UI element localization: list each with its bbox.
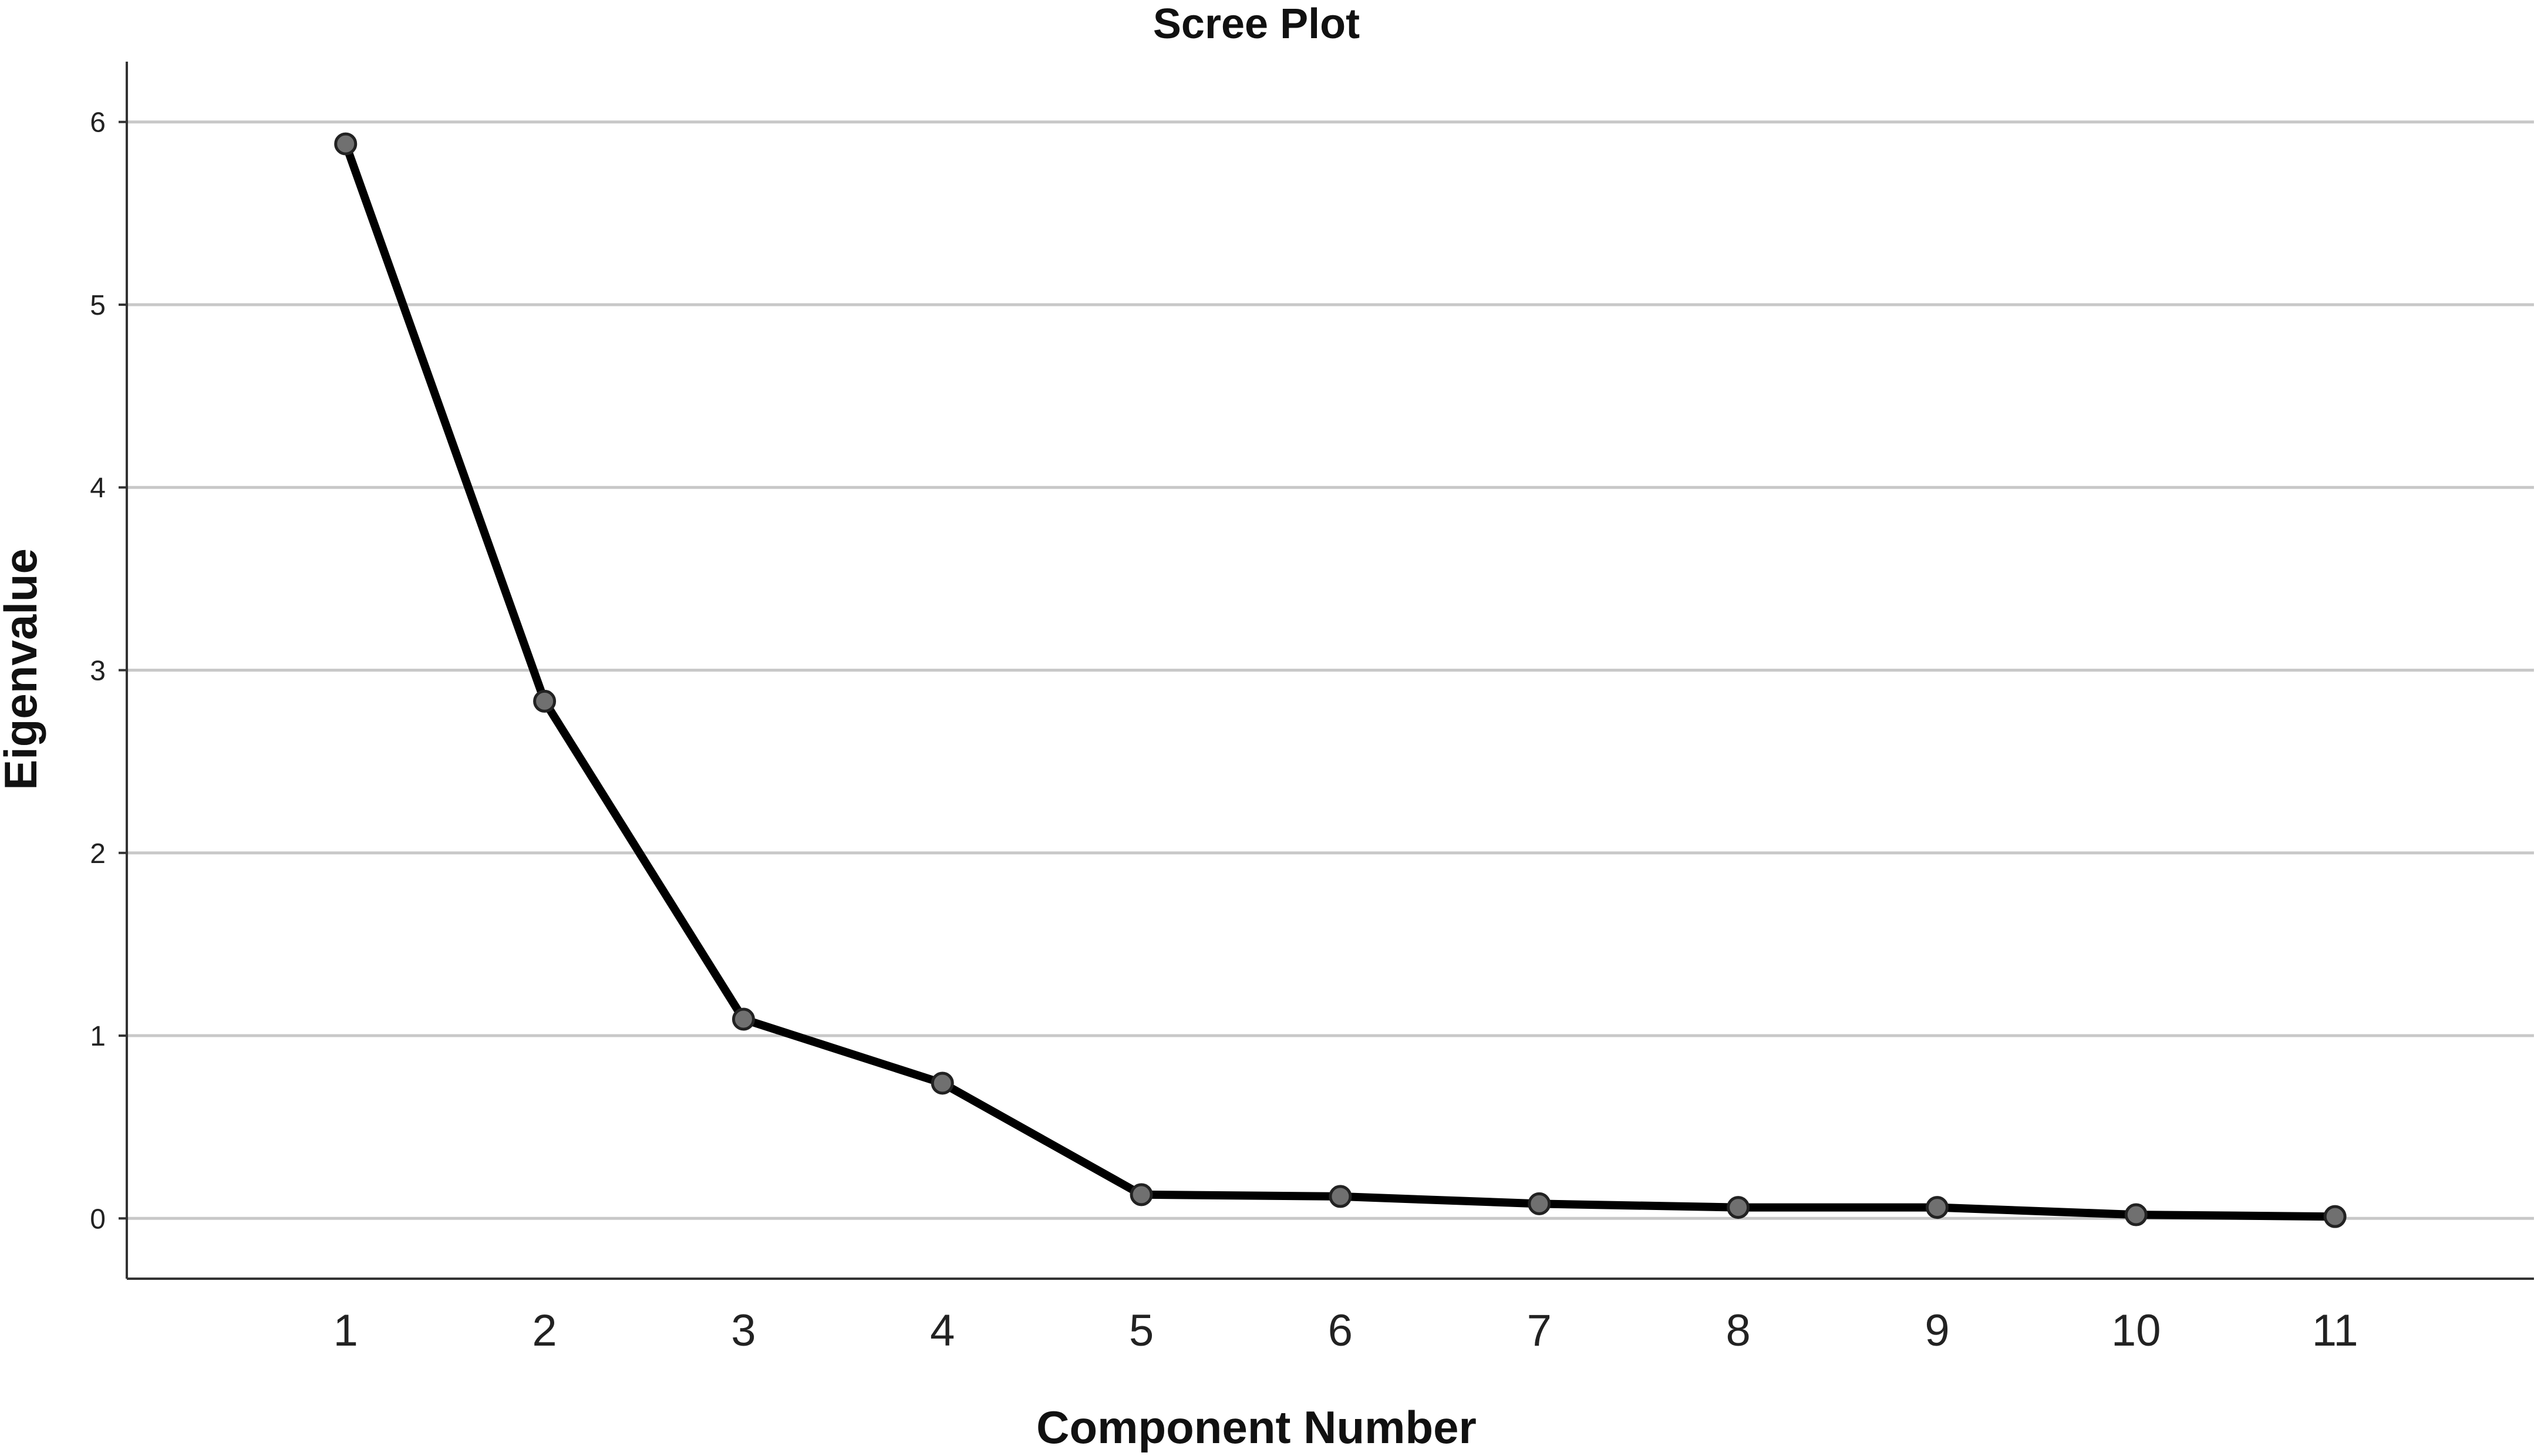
data-point-component-11 [2323, 1205, 2347, 1228]
x-axis-title: Component Number [1036, 1401, 1477, 1453]
y-tick-label: 5 [90, 290, 106, 321]
y-tick-label: 3 [90, 656, 106, 687]
data-point-component-4 [931, 1071, 954, 1095]
data-point-component-10 [2124, 1203, 2148, 1226]
data-point-component-6 [1329, 1185, 1352, 1208]
data-point-component-7 [1528, 1192, 1551, 1215]
y-tick-label: 2 [90, 838, 106, 869]
x-tick-label: 3 [731, 1306, 756, 1356]
y-tick-label: 4 [90, 473, 106, 504]
gridlines [127, 120, 2534, 1220]
x-tick-label: 7 [1527, 1306, 1552, 1356]
x-tick-label: 11 [2312, 1306, 2358, 1356]
x-tick-label: 1 [333, 1306, 358, 1356]
x-tick-label: 10 [2111, 1306, 2161, 1356]
x-tick-label: 8 [1726, 1306, 1750, 1356]
data-point-component-5 [1130, 1183, 1153, 1206]
y-axis-title: Eigenvalue [0, 548, 46, 790]
data-point-component-3 [732, 1007, 755, 1031]
data-points [334, 132, 2347, 1228]
x-axis-ticks: 1 2 3 4 5 6 7 8 9 10 11 [333, 1306, 2358, 1356]
data-point-component-1 [334, 132, 358, 156]
data-point-component-9 [1925, 1196, 1949, 1219]
data-point-component-2 [533, 689, 557, 713]
x-tick-label: 9 [1925, 1306, 1949, 1356]
y-tick-label: 1 [90, 1021, 106, 1052]
y-tick-label: 0 [90, 1204, 106, 1235]
x-tick-label: 5 [1129, 1306, 1154, 1356]
data-point-component-8 [1727, 1196, 1750, 1219]
x-tick-label: 6 [1328, 1306, 1353, 1356]
chart-title: Scree Plot [1153, 1, 1360, 48]
y-tick-label: 6 [90, 107, 106, 139]
y-axis-ticks: 0 1 2 3 4 5 6 [90, 107, 127, 1235]
x-tick-label: 4 [930, 1306, 955, 1356]
x-tick-label: 2 [532, 1306, 557, 1356]
